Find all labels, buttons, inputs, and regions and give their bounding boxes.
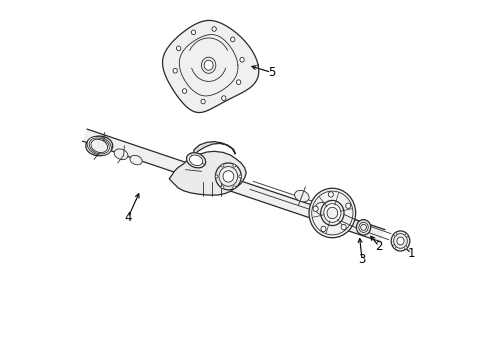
Ellipse shape	[186, 153, 205, 168]
Ellipse shape	[87, 136, 111, 156]
Polygon shape	[192, 141, 235, 157]
Ellipse shape	[360, 224, 366, 230]
Ellipse shape	[182, 89, 186, 93]
Ellipse shape	[215, 163, 241, 190]
Ellipse shape	[392, 245, 395, 248]
Ellipse shape	[356, 220, 370, 235]
Text: 5: 5	[267, 66, 275, 79]
Ellipse shape	[91, 139, 107, 153]
Ellipse shape	[232, 186, 235, 189]
Ellipse shape	[341, 224, 346, 230]
Text: 4: 4	[124, 211, 131, 224]
Ellipse shape	[130, 155, 142, 165]
Polygon shape	[169, 151, 246, 195]
Ellipse shape	[328, 192, 333, 197]
Ellipse shape	[201, 57, 215, 73]
Ellipse shape	[390, 231, 409, 251]
Ellipse shape	[236, 80, 240, 85]
Text: 2: 2	[374, 240, 382, 253]
Ellipse shape	[345, 203, 350, 208]
Ellipse shape	[223, 171, 233, 182]
Ellipse shape	[221, 164, 224, 167]
Ellipse shape	[201, 99, 205, 104]
Ellipse shape	[294, 190, 308, 202]
Ellipse shape	[323, 204, 340, 222]
Ellipse shape	[189, 155, 203, 166]
Ellipse shape	[358, 222, 367, 232]
Ellipse shape	[312, 206, 318, 211]
Ellipse shape	[89, 138, 109, 154]
Ellipse shape	[212, 27, 216, 31]
Ellipse shape	[240, 58, 244, 62]
Ellipse shape	[232, 164, 235, 167]
Ellipse shape	[403, 246, 406, 249]
Text: 1: 1	[407, 247, 414, 260]
Ellipse shape	[404, 234, 407, 237]
Polygon shape	[82, 129, 384, 242]
Ellipse shape	[326, 207, 337, 219]
Ellipse shape	[176, 46, 181, 51]
Polygon shape	[162, 21, 258, 113]
Ellipse shape	[114, 149, 128, 159]
Ellipse shape	[221, 186, 224, 189]
Polygon shape	[86, 136, 112, 156]
Ellipse shape	[219, 167, 237, 186]
Ellipse shape	[238, 175, 241, 178]
Ellipse shape	[173, 68, 177, 73]
Ellipse shape	[203, 60, 213, 70]
Ellipse shape	[308, 188, 355, 238]
Ellipse shape	[230, 37, 234, 42]
Ellipse shape	[221, 96, 225, 100]
Ellipse shape	[320, 226, 325, 231]
Ellipse shape	[393, 234, 407, 248]
Text: 3: 3	[358, 253, 365, 266]
Ellipse shape	[393, 233, 396, 236]
Ellipse shape	[315, 202, 329, 215]
Ellipse shape	[396, 237, 403, 245]
Ellipse shape	[191, 30, 195, 35]
Ellipse shape	[215, 175, 218, 178]
Ellipse shape	[320, 201, 344, 226]
